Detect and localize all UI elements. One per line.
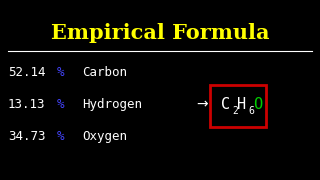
Text: Oxygen: Oxygen — [82, 130, 127, 143]
Text: O: O — [252, 97, 262, 112]
Text: 52.14: 52.14 — [8, 66, 45, 79]
Text: %: % — [57, 98, 64, 111]
Text: Empirical Formula: Empirical Formula — [51, 23, 269, 43]
Text: %: % — [57, 66, 64, 79]
Text: Carbon: Carbon — [82, 66, 127, 79]
Text: →: → — [196, 97, 208, 111]
Text: %: % — [57, 130, 64, 143]
Text: 6: 6 — [248, 106, 254, 116]
Text: 13.13: 13.13 — [8, 98, 45, 111]
Text: C: C — [221, 97, 230, 112]
Text: 34.73: 34.73 — [8, 130, 45, 143]
Text: Hydrogen: Hydrogen — [82, 98, 142, 111]
Text: H: H — [237, 97, 246, 112]
Text: 2: 2 — [232, 106, 238, 116]
